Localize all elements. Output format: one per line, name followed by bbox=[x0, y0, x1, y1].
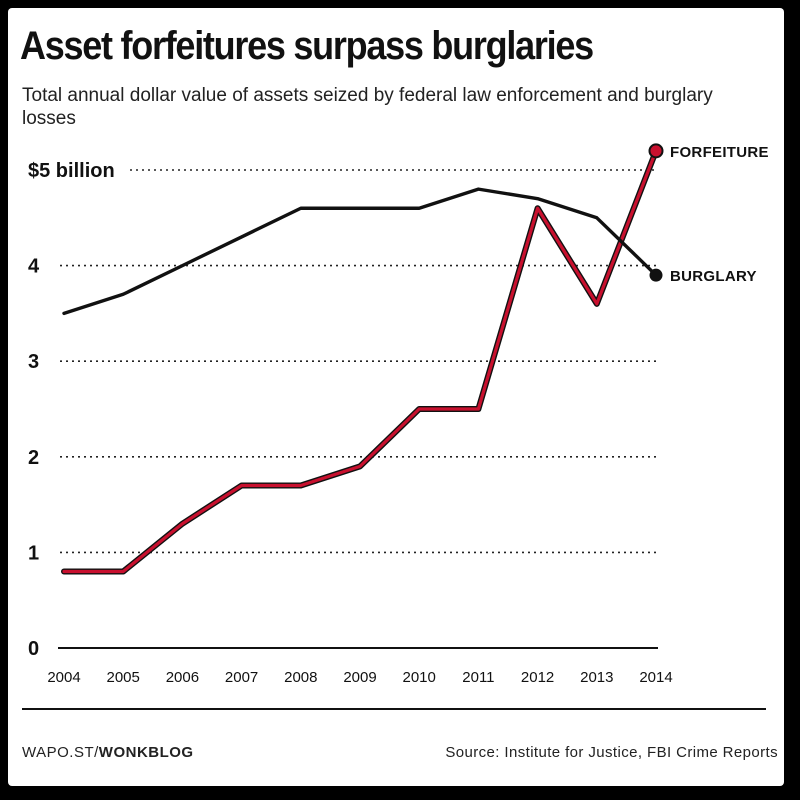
x-tick-label-2014: 2014 bbox=[639, 669, 672, 686]
y-tick-label-4: 4 bbox=[28, 256, 40, 278]
credit-blog-name: WONKBLOG bbox=[98, 744, 194, 761]
chart-subtitle: Total annual dollar value of assets seiz… bbox=[22, 85, 713, 129]
y-tick-label-3: 3 bbox=[28, 351, 39, 373]
x-tick-label-2011: 2011 bbox=[462, 669, 494, 686]
x-tick-label-2013: 2013 bbox=[580, 669, 613, 686]
chart-title: Asset forfeitures surpass burglaries bbox=[20, 24, 594, 68]
y-tick-label-5: $5 billion bbox=[28, 160, 115, 182]
chart-card bbox=[8, 8, 784, 786]
forfeiture-line bbox=[62, 149, 658, 574]
y-tick-label-1: 1 bbox=[28, 542, 39, 564]
x-tick-label-2010: 2010 bbox=[403, 669, 436, 686]
y-tick-label-2: 2 bbox=[28, 447, 39, 469]
x-tick-label-2004: 2004 bbox=[47, 669, 80, 686]
x-tick-label-2012: 2012 bbox=[521, 669, 554, 686]
source-note: Source: Institute for Justice, FBI Crime… bbox=[445, 744, 778, 761]
x-tick-label-2008: 2008 bbox=[284, 669, 317, 686]
credit-prefix: WAPO.ST/ bbox=[22, 744, 99, 761]
burglary-series-label: BURGLARY bbox=[670, 268, 757, 285]
x-tick-label-2006: 2006 bbox=[166, 669, 199, 686]
x-tick-label-2009: 2009 bbox=[343, 669, 376, 686]
forfeiture-end-point bbox=[648, 143, 664, 159]
burglary-line bbox=[62, 187, 658, 316]
x-tick-label-2005: 2005 bbox=[107, 669, 140, 686]
forfeiture-series-label: FORFEITURE bbox=[670, 144, 769, 161]
footer-divider bbox=[22, 708, 766, 710]
x-tick-label-2007: 2007 bbox=[225, 669, 258, 686]
y-tick-label-0: 0 bbox=[28, 638, 39, 660]
credit-link[interactable]: WAPO.ST/WONKBLOG bbox=[22, 744, 194, 761]
burglary-end-point bbox=[649, 268, 663, 282]
